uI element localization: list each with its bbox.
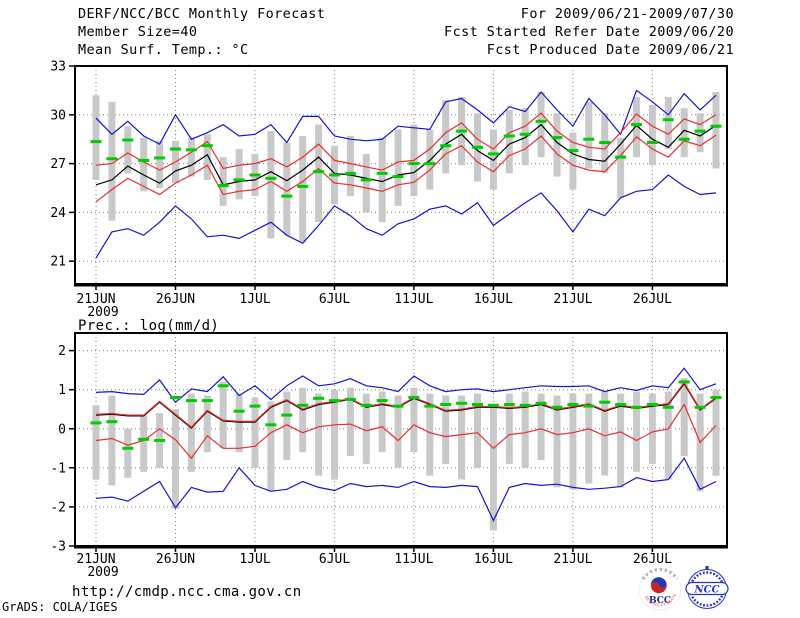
ncc-logo-band bbox=[685, 581, 729, 596]
series-blue-upper-envelope bbox=[95, 367, 717, 404]
ncc-logo: NCC bbox=[685, 566, 729, 609]
precipitation-chart: -3 -2 -1 0 1 2 21JUN 26JUN 1JUL 6JUL 11JUL 16JUL 21J… bbox=[50, 332, 728, 580]
y-tick-label: -1 bbox=[50, 461, 66, 476]
x-tick-label: 26JUN bbox=[156, 552, 195, 567]
y-tick-label: -2 bbox=[50, 500, 66, 515]
header-forecast-range: For 2009/06/21-2009/07/30 bbox=[521, 6, 734, 22]
x-tick-label: 1JUL bbox=[239, 552, 270, 567]
y-tick-label: -3 bbox=[50, 540, 66, 555]
bcc-swirl-red bbox=[650, 582, 667, 594]
bcc-swirl-blue bbox=[650, 577, 667, 588]
x-axis-year-label: 2009 bbox=[87, 565, 118, 580]
x-tick-label: 26JUN bbox=[156, 292, 195, 307]
bcc-logo: BCC bbox=[638, 567, 682, 611]
y-tick-label: 0 bbox=[58, 422, 66, 437]
x-tick-label: 21JUL bbox=[553, 292, 592, 307]
bcc-logo-label: BCC bbox=[649, 596, 671, 606]
x-tick-label: 21JUN bbox=[76, 552, 115, 567]
series-blue-upper-envelope bbox=[95, 89, 717, 145]
ncc-logo-topknot bbox=[705, 566, 709, 570]
series-red-lower bbox=[95, 403, 717, 460]
x-tick-label: 6JUL bbox=[319, 292, 350, 307]
series-red-upper bbox=[95, 112, 717, 171]
y-tick-label: 1 bbox=[58, 383, 66, 398]
series-blue-lower-envelope bbox=[95, 456, 717, 523]
ncc-logo-label: NCC bbox=[693, 585, 719, 596]
x-tick-label: 16JUL bbox=[474, 552, 513, 567]
x-tick-label: 26JUL bbox=[633, 552, 672, 567]
series-blue-lower-envelope bbox=[95, 174, 717, 259]
x-tick-label: 11JUL bbox=[394, 292, 433, 307]
bcc-swirl-icon bbox=[650, 577, 667, 594]
x-tick-label: 26JUL bbox=[633, 292, 672, 307]
y-tick-label: 30 bbox=[50, 108, 66, 123]
series-red-lower bbox=[95, 134, 717, 203]
header-variable-label: Mean Surf. Temp.: °C bbox=[78, 42, 249, 58]
axis-labels: 21 24 27 30 33 21JUN 26JUN 1JUL 6JUL 11JUL 16JUL 21… bbox=[50, 60, 672, 321]
y-tick-label: 27 bbox=[50, 157, 66, 172]
x-tick-label: 6JUL bbox=[319, 552, 350, 567]
x-tick-label: 11JUL bbox=[394, 552, 433, 567]
series-red-upper bbox=[95, 381, 717, 429]
axis-labels: -3 -2 -1 0 1 2 21JUN 26JUN 1JUL 6JUL 11JUL 16JUL 21J… bbox=[50, 344, 672, 580]
green-dash-markers bbox=[90, 118, 722, 198]
y-tick-label: 33 bbox=[50, 60, 66, 75]
x-tick-label: 16JUL bbox=[474, 292, 513, 307]
y-tick-label: 21 bbox=[50, 255, 66, 270]
green-dash-markers bbox=[90, 380, 722, 450]
x-tick-label: 21JUL bbox=[553, 552, 592, 567]
x-axis-year-label: 2009 bbox=[87, 305, 118, 320]
x-tick-label: 21JUN bbox=[76, 292, 115, 307]
x-tick-label: 1JUL bbox=[239, 292, 270, 307]
header-refer-date: Fcst Started Refer Date 2009/06/20 bbox=[444, 24, 734, 40]
y-tick-label: 2 bbox=[58, 344, 66, 359]
header-title: DERF/NCC/BCC Monthly Forecast bbox=[78, 6, 325, 22]
grads-credit: GrADS: COLA/IGES bbox=[2, 600, 118, 614]
y-tick-label: 24 bbox=[50, 206, 66, 221]
precip-chart-title: Prec.: log(mm/d) bbox=[78, 318, 219, 334]
header-produced-date: Fcst Produced Date 2009/06/21 bbox=[487, 42, 734, 58]
bcc-logo-character-ring bbox=[641, 568, 679, 580]
gridlines bbox=[75, 333, 727, 546]
header-member-size: Member Size=40 bbox=[78, 24, 197, 40]
temperature-chart: 21 24 27 30 33 21JUN 26JUN 1JUL 6JUL 11JUL 16JUL 21… bbox=[50, 60, 728, 321]
series-ensemble-mean bbox=[95, 123, 717, 186]
website-url: http://cmdp.ncc.cma.gov.cn bbox=[72, 584, 302, 600]
